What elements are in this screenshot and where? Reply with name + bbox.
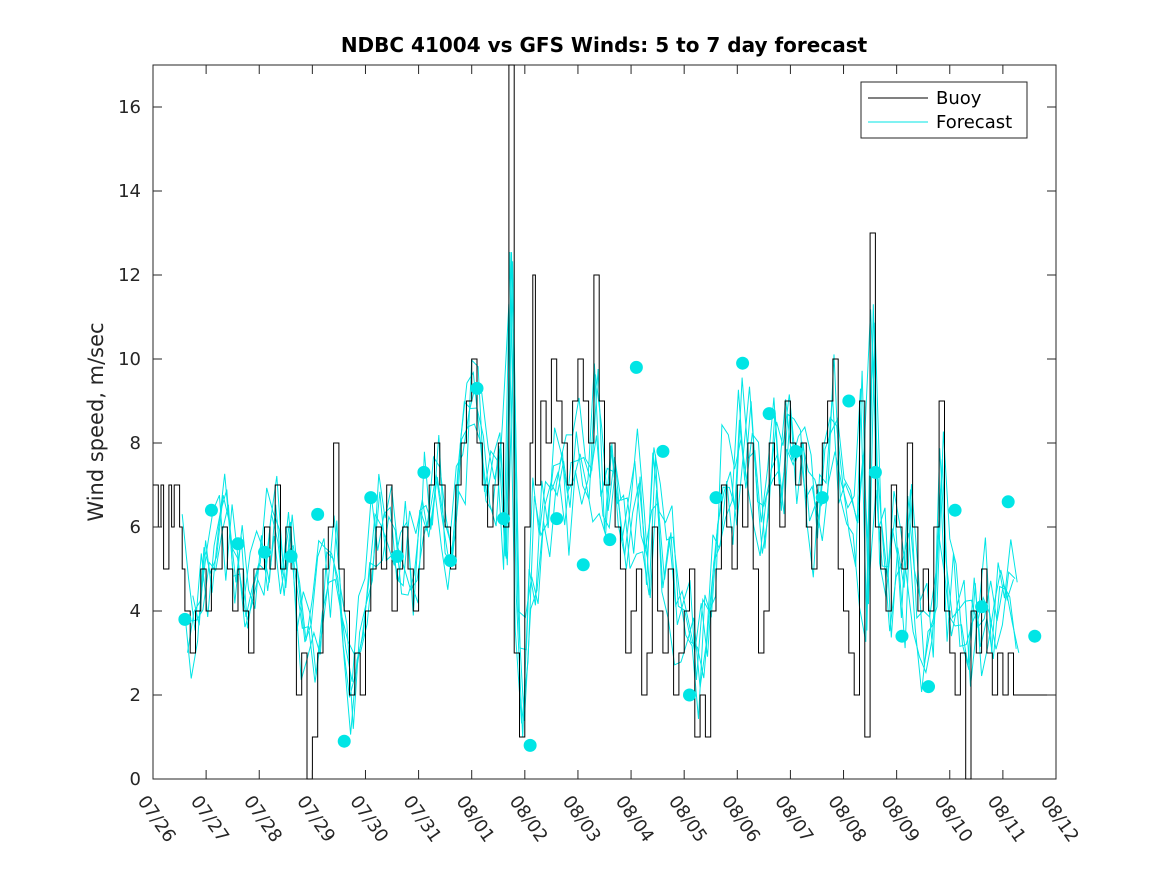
forecast-marker [789, 444, 803, 458]
forecast-marker [895, 629, 909, 643]
forecast-marker [709, 491, 723, 505]
y-tick-label: 2 [130, 685, 141, 706]
forecast-marker [1028, 629, 1042, 643]
legend-label-buoy: Buoy [936, 88, 982, 109]
legend-label-forecast: Forecast [936, 112, 1012, 133]
chart-title: NDBC 41004 vs GFS Winds: 5 to 7 day fore… [341, 33, 868, 57]
y-axis-label: Wind speed, m/sec [84, 322, 108, 521]
y-tick-label: 10 [118, 349, 141, 370]
forecast-marker [603, 533, 617, 547]
forecast-marker [364, 491, 378, 505]
forecast-marker [258, 545, 272, 559]
forecast-marker [550, 512, 564, 526]
legend: Buoy Forecast [860, 81, 1028, 139]
forecast-marker [682, 688, 696, 702]
forecast-marker [576, 558, 590, 572]
forecast-marker [470, 381, 484, 395]
y-tick-label: 12 [118, 265, 141, 286]
forecast-marker [523, 738, 537, 752]
y-tick-label: 16 [118, 97, 141, 118]
forecast-marker [1001, 495, 1015, 509]
y-tick-label: 14 [118, 181, 141, 202]
buoy-series-line [153, 64, 1056, 780]
forecast-marker [922, 680, 936, 694]
forecast-marker [311, 507, 325, 521]
y-tick-label: 0 [130, 769, 141, 790]
forecast-marker [656, 444, 670, 458]
forecast-marker [390, 549, 404, 563]
forecast-marker [231, 537, 245, 551]
y-tick-label: 4 [130, 601, 141, 622]
series-layer [153, 64, 1056, 780]
forecast-marker [815, 491, 829, 505]
y-tick-label: 8 [130, 433, 141, 454]
forecast-marker [948, 503, 962, 517]
forecast-marker [204, 503, 218, 517]
marker-layer [178, 356, 1042, 752]
forecast-marker [629, 360, 643, 374]
forecast-series-line [190, 304, 1020, 724]
forecast-marker [762, 407, 776, 421]
legend-box [860, 81, 1028, 139]
forecast-marker [736, 356, 750, 370]
y-tick-label: 6 [130, 517, 141, 538]
forecast-marker [975, 600, 989, 614]
forecast-marker [868, 465, 882, 479]
forecast-marker [443, 554, 457, 568]
forecast-marker [497, 512, 511, 526]
forecast-marker [284, 549, 298, 563]
forecast-marker [337, 734, 351, 748]
forecast-marker [842, 394, 856, 408]
forecast-marker [178, 612, 192, 626]
forecast-marker [417, 465, 431, 479]
